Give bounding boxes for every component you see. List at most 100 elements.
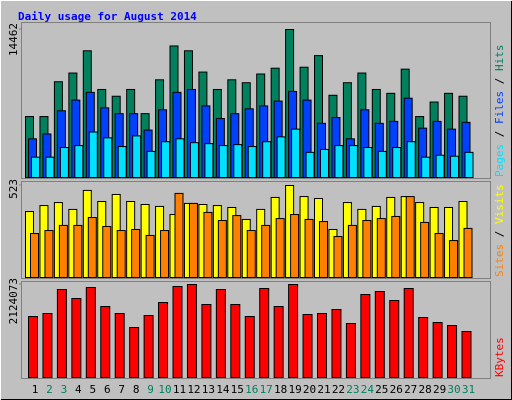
bar	[85, 287, 96, 378]
bar	[418, 317, 429, 379]
bar	[319, 221, 328, 279]
x-tick-label: 2	[46, 383, 53, 396]
bar	[435, 154, 445, 179]
bar	[403, 288, 414, 378]
x-tick-label: 4	[75, 383, 82, 396]
x-tick-label: 21	[317, 383, 330, 396]
x-tick-label: 17	[260, 383, 273, 396]
y-max-label: 523	[7, 179, 20, 199]
x-tick-label: 10	[158, 383, 171, 396]
bar	[334, 145, 344, 178]
bar	[305, 151, 315, 178]
bar	[28, 315, 38, 379]
x-tick-label: 29	[433, 383, 446, 396]
legend-separator: /	[493, 224, 506, 244]
x-tick-label: 27	[404, 383, 417, 396]
bar	[204, 143, 214, 178]
bar	[333, 236, 343, 278]
x-tick-label: 12	[187, 383, 200, 396]
bar	[347, 224, 357, 278]
bar	[377, 150, 387, 179]
bar	[189, 142, 199, 179]
x-tick-label: 6	[104, 383, 111, 396]
bar	[172, 286, 183, 378]
legend: Pages / Files / Hits	[493, 45, 506, 178]
x-tick-label: 8	[133, 383, 140, 396]
x-tick-label: 23	[346, 383, 359, 396]
legend-entry: Visits	[493, 184, 506, 224]
bar	[201, 304, 212, 379]
bar	[116, 230, 126, 278]
bar	[259, 288, 270, 378]
legend-entry: Files	[493, 91, 506, 124]
bar	[45, 156, 55, 179]
bar	[464, 151, 474, 178]
bar	[320, 148, 329, 179]
x-tick-label: 9	[147, 383, 154, 396]
bar	[232, 215, 242, 278]
x-tick-label: 1	[32, 383, 39, 396]
bar	[317, 312, 327, 379]
bar	[261, 224, 271, 278]
bar	[449, 240, 459, 279]
bar	[31, 156, 40, 179]
bar	[421, 156, 431, 179]
bar	[100, 306, 111, 378]
x-tick-label: 5	[89, 383, 96, 396]
bar	[246, 230, 256, 278]
x-tick-label: 25	[375, 383, 388, 396]
bar	[376, 218, 386, 278]
legend-entry: Sites	[493, 244, 506, 277]
bar	[102, 225, 112, 279]
bar	[406, 141, 416, 178]
bar	[129, 327, 140, 379]
bar	[145, 234, 155, 278]
y-max-label: 14462	[7, 23, 20, 56]
bar	[276, 136, 286, 178]
x-tick-label: 15	[231, 383, 244, 396]
x-tick-label: 30	[447, 383, 460, 396]
x-tick-label: 11	[173, 383, 186, 396]
legend: Sites / Visits	[493, 184, 506, 277]
bar	[217, 220, 227, 278]
bar	[291, 128, 301, 178]
bar	[218, 145, 228, 178]
bar	[203, 211, 213, 278]
x-tick-label: 24	[361, 383, 375, 396]
x-tick-label: 18	[274, 383, 287, 396]
x-tick-label: 14	[216, 383, 230, 396]
bar	[434, 233, 444, 279]
bar	[391, 215, 401, 279]
bar	[117, 146, 127, 179]
bar	[88, 131, 98, 178]
bar	[58, 224, 68, 278]
legend: KBytes	[493, 337, 506, 377]
bar	[42, 312, 53, 379]
bar	[233, 144, 243, 179]
bar	[447, 325, 458, 379]
x-tick-label: 20	[303, 383, 316, 396]
bar	[331, 309, 342, 379]
bar	[290, 214, 300, 278]
y-max-label: 2124073	[7, 278, 20, 324]
bar	[215, 289, 226, 379]
bar	[363, 147, 373, 178]
bar	[175, 138, 185, 178]
bar	[420, 221, 430, 278]
bar	[132, 135, 142, 178]
bar	[450, 155, 460, 178]
x-tick-label: 7	[118, 383, 125, 396]
bar	[158, 302, 169, 378]
bar	[59, 147, 69, 178]
bar	[273, 306, 284, 378]
bar	[362, 220, 372, 278]
x-tick-label: 31	[462, 383, 475, 396]
bar	[405, 196, 415, 278]
bar	[74, 145, 84, 178]
legend-separator: /	[493, 71, 506, 91]
bar	[389, 300, 400, 379]
x-tick-label: 26	[390, 383, 403, 396]
bar	[30, 233, 39, 279]
bar	[87, 217, 97, 278]
bar	[71, 298, 82, 379]
